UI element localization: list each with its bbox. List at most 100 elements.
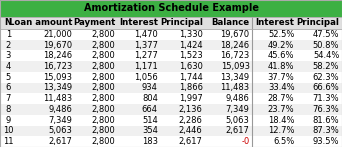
Text: 93.5%: 93.5% bbox=[313, 137, 339, 146]
Text: 76.3%: 76.3% bbox=[313, 105, 339, 114]
Text: 11,483: 11,483 bbox=[43, 94, 73, 103]
Text: 12.7%: 12.7% bbox=[268, 126, 294, 135]
Text: 66.6%: 66.6% bbox=[313, 83, 339, 92]
Text: 10: 10 bbox=[3, 126, 14, 135]
Text: 23.7%: 23.7% bbox=[268, 105, 294, 114]
Text: 8: 8 bbox=[5, 105, 11, 114]
Text: 62.3%: 62.3% bbox=[313, 73, 339, 82]
Text: 664: 664 bbox=[142, 105, 158, 114]
Text: 11: 11 bbox=[3, 137, 14, 146]
Text: 354: 354 bbox=[142, 126, 158, 135]
Text: 37.7%: 37.7% bbox=[268, 73, 294, 82]
Text: 71.3%: 71.3% bbox=[313, 94, 339, 103]
Text: 19,670: 19,670 bbox=[43, 41, 73, 50]
Text: 1,424: 1,424 bbox=[179, 41, 203, 50]
Text: 5,063: 5,063 bbox=[226, 116, 250, 125]
Bar bbox=[0, 50, 342, 61]
Bar bbox=[0, 93, 342, 104]
Bar bbox=[0, 40, 342, 50]
Bar bbox=[0, 72, 342, 83]
Text: 18,246: 18,246 bbox=[43, 51, 73, 60]
Text: 6: 6 bbox=[5, 83, 11, 92]
Text: 18,246: 18,246 bbox=[221, 41, 250, 50]
Text: 54.4%: 54.4% bbox=[313, 51, 339, 60]
Text: 3: 3 bbox=[5, 51, 11, 60]
Text: 33.4%: 33.4% bbox=[268, 83, 294, 92]
Text: 1,744: 1,744 bbox=[179, 73, 203, 82]
Text: 2,800: 2,800 bbox=[91, 62, 115, 71]
Bar bbox=[0, 17, 342, 29]
Text: 514: 514 bbox=[142, 116, 158, 125]
Text: Interest: Interest bbox=[119, 18, 158, 27]
Text: -0: -0 bbox=[241, 137, 250, 146]
Text: 2,800: 2,800 bbox=[91, 30, 115, 39]
Text: 16,723: 16,723 bbox=[43, 62, 73, 71]
Text: 2,617: 2,617 bbox=[226, 126, 250, 135]
Text: 1,470: 1,470 bbox=[134, 30, 158, 39]
Text: 1,866: 1,866 bbox=[179, 83, 203, 92]
Text: 2,800: 2,800 bbox=[91, 105, 115, 114]
Text: 2,286: 2,286 bbox=[179, 116, 203, 125]
Text: 183: 183 bbox=[142, 137, 158, 146]
Text: 1,523: 1,523 bbox=[179, 51, 203, 60]
Text: 2,800: 2,800 bbox=[91, 137, 115, 146]
Text: 5: 5 bbox=[5, 73, 11, 82]
Text: 5,063: 5,063 bbox=[49, 126, 73, 135]
Text: 9: 9 bbox=[5, 116, 11, 125]
Text: 2,800: 2,800 bbox=[91, 126, 115, 135]
Text: 50.8%: 50.8% bbox=[313, 41, 339, 50]
Text: 49.2%: 49.2% bbox=[268, 41, 294, 50]
Bar bbox=[0, 29, 342, 40]
Text: 2,136: 2,136 bbox=[179, 105, 203, 114]
Bar bbox=[0, 136, 342, 147]
Text: 1: 1 bbox=[5, 30, 11, 39]
Bar bbox=[0, 104, 342, 115]
Text: 2,617: 2,617 bbox=[49, 137, 73, 146]
Text: 58.2%: 58.2% bbox=[313, 62, 339, 71]
Text: 9,486: 9,486 bbox=[49, 105, 73, 114]
Text: 1,330: 1,330 bbox=[179, 30, 203, 39]
Text: 1,171: 1,171 bbox=[134, 62, 158, 71]
Text: 1,997: 1,997 bbox=[179, 94, 203, 103]
Text: 13,349: 13,349 bbox=[221, 73, 250, 82]
Text: 9,486: 9,486 bbox=[226, 94, 250, 103]
Text: 13,349: 13,349 bbox=[43, 83, 73, 92]
Text: 934: 934 bbox=[142, 83, 158, 92]
Bar bbox=[0, 61, 342, 72]
Text: 1,377: 1,377 bbox=[134, 41, 158, 50]
Text: 2,800: 2,800 bbox=[91, 41, 115, 50]
Text: 1,056: 1,056 bbox=[134, 73, 158, 82]
Text: 2,800: 2,800 bbox=[91, 83, 115, 92]
Text: Loan amount: Loan amount bbox=[9, 18, 73, 27]
Text: N: N bbox=[5, 18, 12, 27]
Text: Interest: Interest bbox=[255, 18, 294, 27]
Text: 2,800: 2,800 bbox=[91, 94, 115, 103]
Text: 2,800: 2,800 bbox=[91, 51, 115, 60]
Text: 2,800: 2,800 bbox=[91, 116, 115, 125]
Text: 11,483: 11,483 bbox=[221, 83, 250, 92]
Text: 1,630: 1,630 bbox=[179, 62, 203, 71]
Text: 19,670: 19,670 bbox=[221, 30, 250, 39]
Text: 21,000: 21,000 bbox=[44, 30, 73, 39]
Text: Amortization Schedule Example: Amortization Schedule Example bbox=[83, 3, 259, 14]
Text: 6.5%: 6.5% bbox=[273, 137, 294, 146]
Text: 15,093: 15,093 bbox=[43, 73, 73, 82]
Text: 7,349: 7,349 bbox=[226, 105, 250, 114]
Text: 7,349: 7,349 bbox=[49, 116, 73, 125]
Text: 15,093: 15,093 bbox=[221, 62, 250, 71]
Text: 45.6%: 45.6% bbox=[268, 51, 294, 60]
Text: 87.3%: 87.3% bbox=[313, 126, 339, 135]
Text: 47.5%: 47.5% bbox=[313, 30, 339, 39]
Text: Balance: Balance bbox=[211, 18, 250, 27]
Text: 4: 4 bbox=[5, 62, 11, 71]
Text: 28.7%: 28.7% bbox=[268, 94, 294, 103]
Text: Principal: Principal bbox=[297, 18, 339, 27]
Bar bbox=[0, 83, 342, 93]
Text: Payment: Payment bbox=[73, 18, 115, 27]
Text: 7: 7 bbox=[5, 94, 11, 103]
Text: 2,800: 2,800 bbox=[91, 73, 115, 82]
Text: 81.6%: 81.6% bbox=[313, 116, 339, 125]
Text: 804: 804 bbox=[142, 94, 158, 103]
Bar bbox=[0, 0, 342, 17]
Text: 52.5%: 52.5% bbox=[268, 30, 294, 39]
